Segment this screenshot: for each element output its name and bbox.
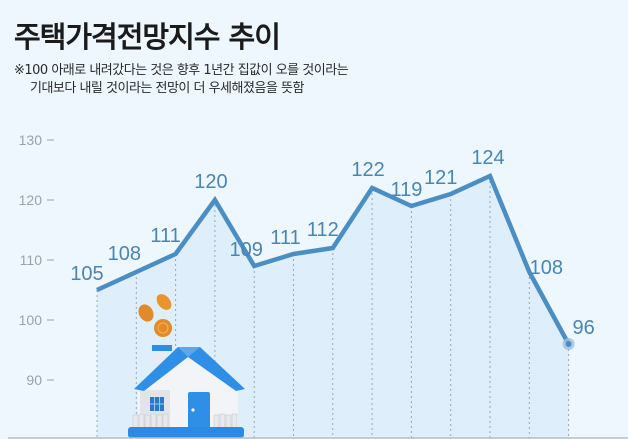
- data-label: 112: [307, 219, 339, 241]
- chart-note: ※100 아래로 내려갔다는 것은 향후 1년간 집값이 오를 것이라는 기대보…: [14, 62, 349, 98]
- data-label: 124: [471, 147, 504, 169]
- page-title: 주택가격전망지수 추이: [14, 20, 281, 54]
- note-line-2: 기대보다 내릴 것이라는 전망이 더 우세해졌음을 뜻함: [30, 81, 304, 96]
- data-label: 119: [390, 179, 422, 201]
- y-tick-label: 100: [19, 312, 43, 328]
- note-line-1: ※100 아래로 내려갔다는 것은 향후 1년간 집값이 오를 것이라는: [14, 63, 349, 78]
- data-label: 109: [230, 239, 263, 261]
- data-line: [96, 172, 575, 350]
- drop-lines: [96, 176, 570, 438]
- y-tick-label: 90: [26, 372, 42, 388]
- data-label: 108: [530, 257, 563, 279]
- y-axis: 130 120 110 100 90: [19, 132, 54, 388]
- data-label: 120: [194, 171, 227, 193]
- data-label: 111: [270, 227, 300, 249]
- y-tick-label: 120: [19, 192, 43, 208]
- data-label: 111: [150, 225, 180, 247]
- data-label: 121: [424, 167, 457, 189]
- data-label: 105: [70, 263, 103, 285]
- y-tick-label: 110: [20, 252, 43, 268]
- data-label: 122: [351, 159, 384, 181]
- data-label: 96: [572, 317, 594, 339]
- y-tick-label: 130: [19, 132, 43, 148]
- data-label: 108: [108, 243, 141, 265]
- house-with-coins-icon: [128, 294, 245, 438]
